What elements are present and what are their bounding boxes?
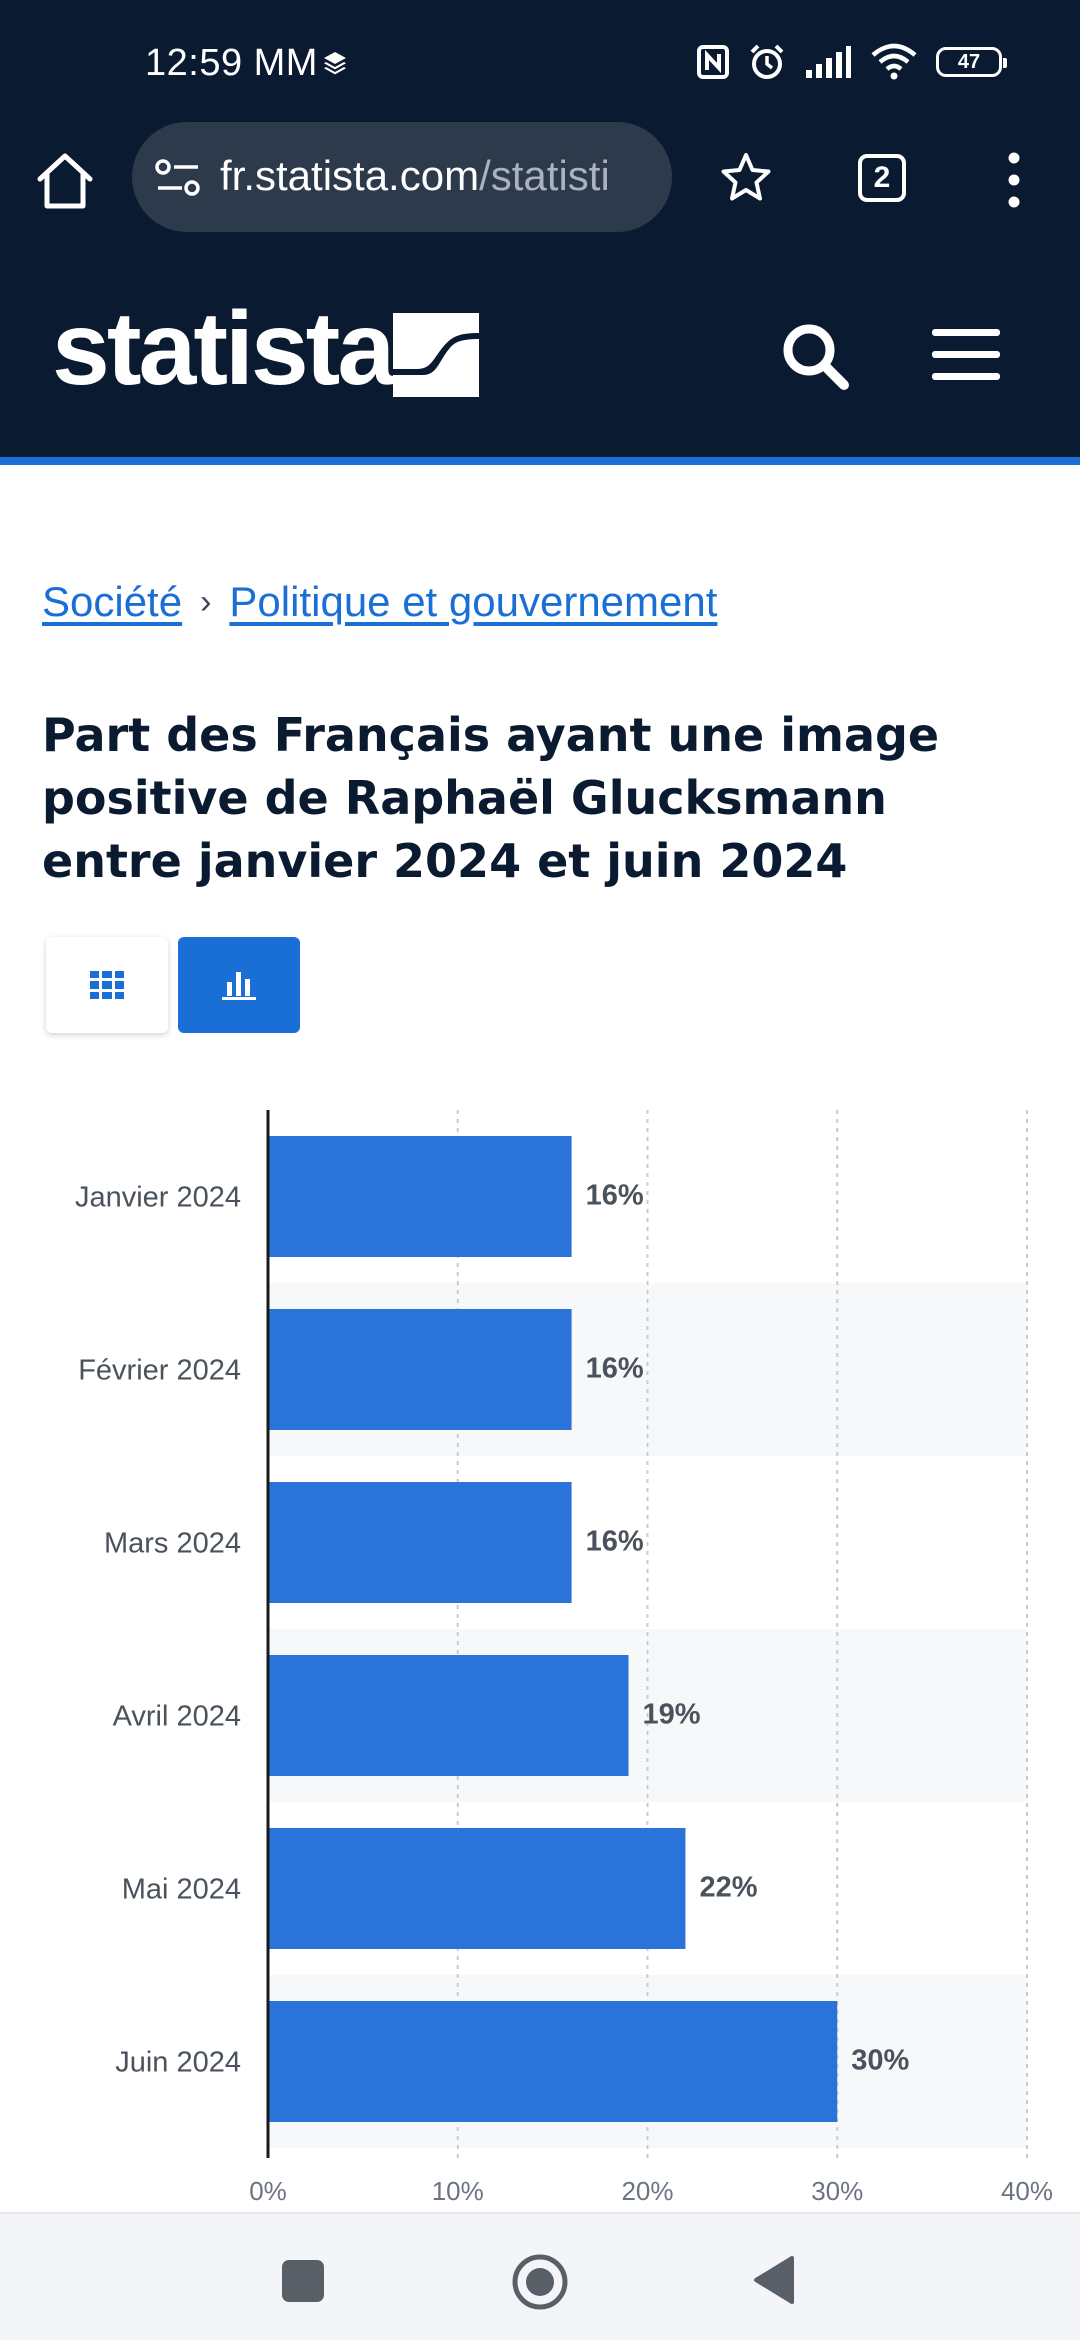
chart-view-button[interactable]	[178, 937, 300, 1033]
value-label: 22%	[699, 1872, 757, 1904]
category-label: Janvier 2024	[75, 1182, 241, 1214]
nfc-icon	[697, 45, 729, 79]
hamburger-menu-icon[interactable]	[930, 327, 1002, 383]
wifi-icon	[871, 43, 917, 80]
page-title: Part des Français ayant une image positi…	[42, 708, 940, 888]
table-grid-icon	[90, 971, 124, 999]
header-accent-line	[0, 457, 1080, 465]
url-text[interactable]: fr.statista.com/statisti	[220, 152, 610, 200]
bar-chart: 0% 10% 20% 30% 40% Janvier 2024 16% Février 202…	[0, 1100, 1080, 2210]
breadcrumb: Société › Politique et gouvernement	[42, 578, 717, 626]
bar-chart-svg: 0% 10% 20% 30% 40% Janvier 2024 16% Février 202…	[75, 1110, 1053, 2206]
home-icon[interactable]	[32, 148, 98, 214]
signal-icon	[806, 46, 851, 78]
back-triangle-icon[interactable]	[752, 2254, 796, 2306]
more-options-icon[interactable]	[1004, 150, 1024, 210]
bar	[268, 1309, 572, 1430]
table-view-button[interactable]	[46, 937, 168, 1033]
x-tick-label: 0%	[249, 2176, 287, 2206]
status-bar: 12:59 MM 47	[0, 0, 1080, 120]
category-label: Avril 2024	[113, 1701, 241, 1733]
bar	[268, 1828, 686, 1949]
category-label: Février 2024	[78, 1355, 241, 1387]
bookmark-star-icon[interactable]	[718, 150, 774, 206]
bar	[268, 1136, 572, 1257]
category-label: Mars 2024	[104, 1528, 241, 1560]
x-tick-label: 20%	[621, 2176, 673, 2206]
x-tick-label: 30%	[811, 2176, 863, 2206]
value-label: 16%	[586, 1526, 644, 1558]
address-bar[interactable]: fr.statista.com/statisti	[132, 122, 672, 232]
system-navigation-bar	[0, 2212, 1080, 2340]
bar	[268, 1482, 572, 1603]
bar	[268, 1655, 629, 1776]
value-label: 16%	[586, 1180, 644, 1212]
breadcrumb-separator: ›	[200, 582, 212, 621]
x-tick-label: 10%	[432, 2176, 484, 2206]
value-label: 16%	[586, 1353, 644, 1385]
bar-chart-icon	[222, 972, 256, 1000]
layers-icon	[324, 52, 346, 75]
url-path: /statisti	[479, 152, 610, 199]
alarm-icon	[750, 44, 784, 79]
value-label: 19%	[643, 1699, 701, 1731]
site-settings-icon[interactable]	[154, 158, 202, 198]
breadcrumb-item-societe[interactable]: Société	[42, 578, 183, 625]
url-host: fr.statista.com	[220, 152, 480, 199]
home-circle-icon[interactable]	[510, 2252, 570, 2312]
statista-logo-mark-icon[interactable]	[393, 313, 479, 397]
battery-indicator: 47	[936, 47, 1007, 77]
value-label: 30%	[851, 2045, 909, 2077]
statista-logo-text[interactable]: statista	[52, 291, 395, 407]
view-toggle	[46, 937, 300, 1033]
category-label: Mai 2024	[122, 1874, 241, 1906]
x-tick-label: 40%	[1001, 2176, 1053, 2206]
status-time: 12:59 MM	[145, 42, 318, 84]
tab-count: 2	[873, 161, 891, 194]
category-label: Juin 2024	[115, 2047, 241, 2079]
tab-switcher-button[interactable]: 2	[858, 154, 906, 202]
search-icon[interactable]	[780, 321, 850, 391]
bar	[268, 2001, 838, 2122]
battery-level: 47	[957, 50, 981, 73]
browser-toolbar: fr.statista.com/statisti 2	[0, 120, 1080, 235]
site-header: statista	[0, 235, 1080, 457]
recent-apps-icon[interactable]	[282, 2260, 324, 2302]
breadcrumb-item-politique[interactable]: Politique et gouvernement	[229, 578, 718, 625]
